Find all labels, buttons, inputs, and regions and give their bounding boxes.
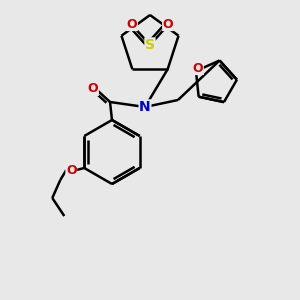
Text: O: O <box>193 61 203 74</box>
Text: O: O <box>88 82 98 95</box>
Text: N: N <box>139 100 151 114</box>
Text: S: S <box>145 38 155 52</box>
Text: O: O <box>163 17 173 31</box>
Text: O: O <box>66 164 76 176</box>
Text: O: O <box>127 17 137 31</box>
